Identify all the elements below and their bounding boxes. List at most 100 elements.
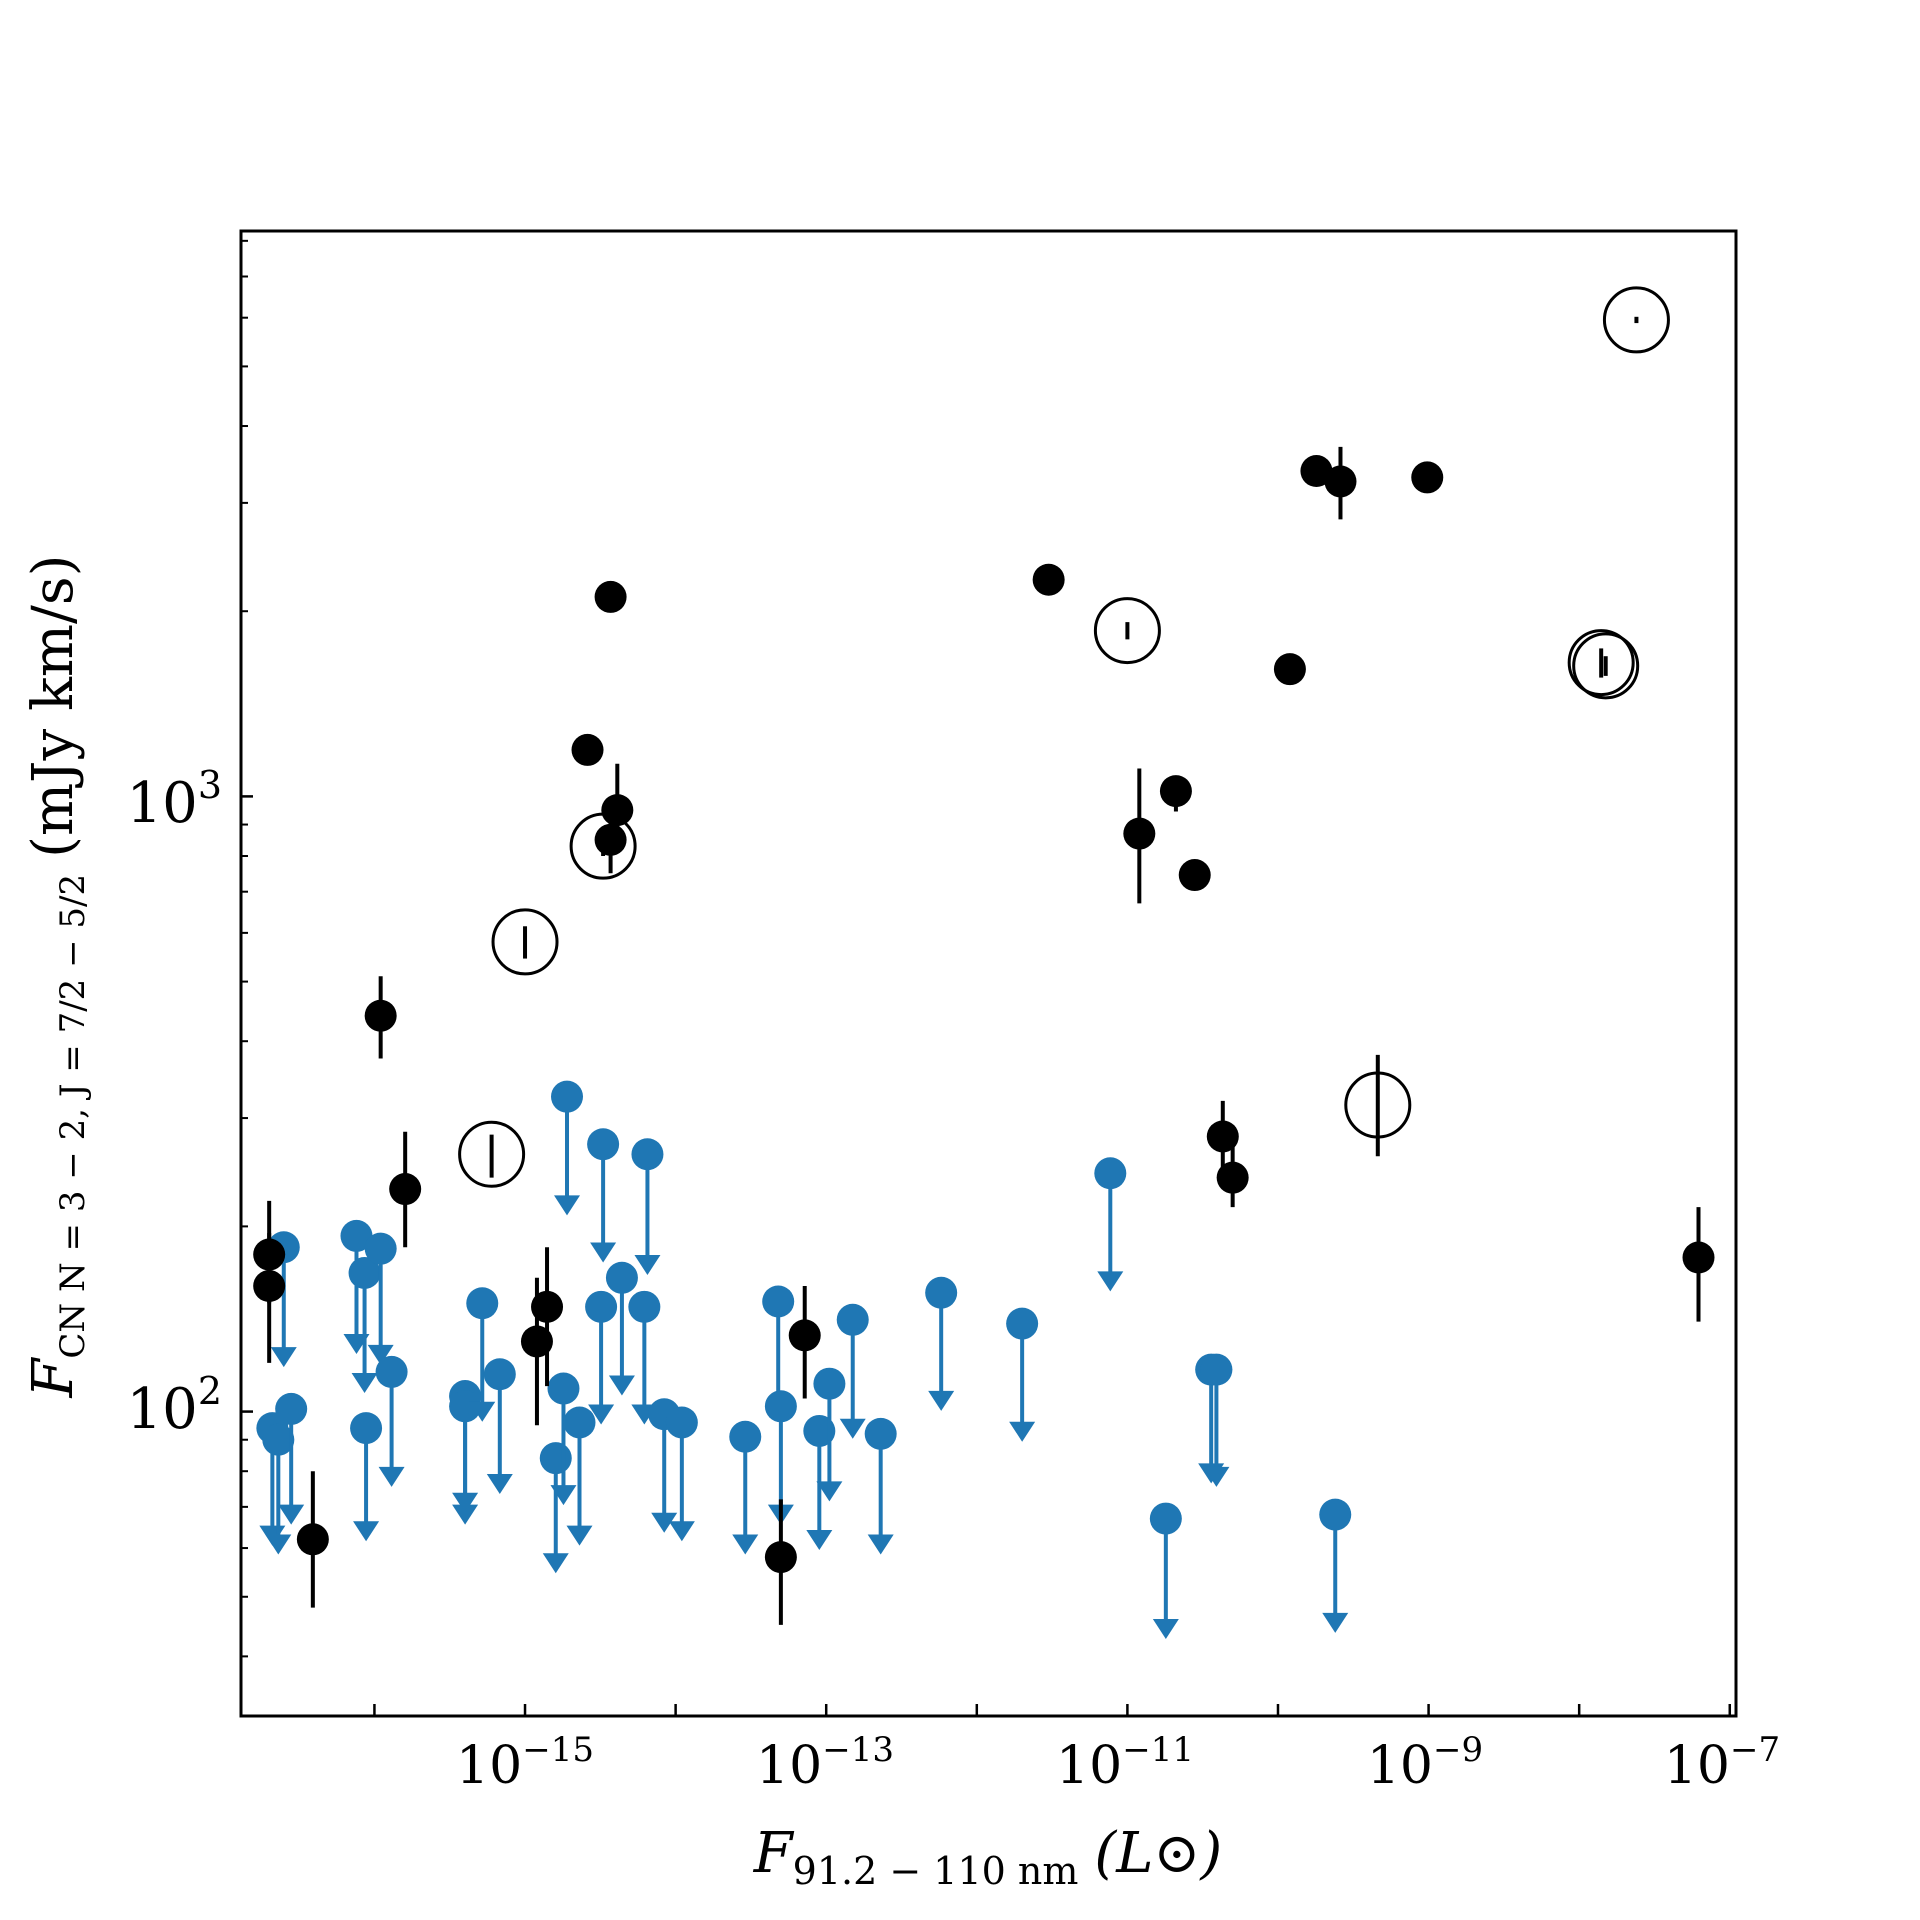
upper-limit-arrowhead	[1097, 1271, 1124, 1292]
upper-limit-arrowhead	[928, 1390, 955, 1411]
detection-marker	[520, 1325, 553, 1358]
detection-marker	[571, 733, 604, 766]
open-circle-point	[458, 1120, 526, 1188]
upper-limit-arrowhead	[1203, 1466, 1230, 1487]
upper-limit-point	[665, 1406, 698, 1542]
open-circle-point	[1344, 1054, 1412, 1157]
y-tick-label-base: 10	[127, 771, 198, 836]
upper-limit-marker	[551, 1080, 584, 1113]
upper-limit-arrowhead	[378, 1466, 405, 1487]
open-circle-marker	[1093, 597, 1161, 665]
upper-limit-point	[375, 1355, 408, 1487]
detection-marker	[594, 580, 627, 613]
detection-marker	[1300, 455, 1333, 488]
x-tick-label-base: 10	[456, 1736, 522, 1796]
open-circle-marker	[1344, 1071, 1412, 1139]
upper-limit-arrowhead	[806, 1530, 833, 1551]
upper-limit-arrowhead	[816, 1481, 843, 1502]
upper-limit-arrowhead	[452, 1492, 479, 1513]
upper-limit-arrowhead	[867, 1534, 894, 1555]
detection-point	[1324, 446, 1357, 520]
x-tick-label-base: 10	[1056, 1736, 1122, 1796]
open-circle-marker	[1572, 632, 1640, 700]
upper-limit-arrowhead	[270, 1347, 297, 1368]
detection-point	[389, 1131, 422, 1248]
x-tick-label: 10−11	[1056, 1730, 1194, 1796]
upper-limit-marker	[1094, 1157, 1127, 1190]
upper-limit-point	[364, 1232, 397, 1365]
y-tick-labels: 102 103	[127, 763, 222, 1442]
detection-point	[1123, 768, 1156, 904]
upper-limit-marker	[587, 1128, 620, 1161]
x-tick-label-exponent: −13	[822, 1730, 894, 1770]
detection-point	[1159, 775, 1192, 812]
upper-limit-point	[1200, 1353, 1233, 1487]
detection-point	[1682, 1207, 1715, 1322]
open-circle-marker	[1602, 286, 1670, 354]
upper-limit-point	[631, 1138, 664, 1275]
upper-limit-point	[547, 1372, 580, 1506]
detection-marker	[788, 1319, 821, 1352]
upper-limit-marker	[1319, 1498, 1352, 1531]
upper-limit-arrowhead	[469, 1401, 496, 1422]
upper-limit-point	[551, 1080, 584, 1216]
upper-limit-marker	[449, 1390, 482, 1423]
detection-point	[1300, 455, 1333, 488]
x-tick-label-exponent: −15	[522, 1730, 594, 1770]
detection-point	[1178, 859, 1211, 892]
detection-marker	[531, 1290, 564, 1323]
y-axis-label-unit: (mJy km/s)	[21, 555, 86, 858]
y-axis-label: FCN N = 3 − 2, J = 7/2 − 5/2 (mJy km/s)	[21, 555, 93, 1399]
open-circle-point	[1602, 286, 1670, 354]
upper-limit-marker	[585, 1290, 618, 1323]
detection-point	[1206, 1100, 1239, 1173]
detection-marker	[1682, 1241, 1715, 1274]
y-tick-label-base: 10	[127, 1377, 198, 1442]
upper-limit-marker	[563, 1406, 596, 1439]
upper-limit-marker	[275, 1392, 308, 1425]
x-tick-label: 10−13	[756, 1730, 894, 1796]
detection-point	[364, 976, 397, 1059]
upper-limit-point	[585, 1290, 618, 1425]
upper-limit-point	[466, 1287, 499, 1422]
upper-limit-point	[449, 1390, 482, 1513]
x-axis-label-main: F	[753, 1821, 795, 1886]
open-circle-marker	[491, 908, 559, 976]
upper-limit-marker	[375, 1355, 408, 1388]
upper-limit-point	[348, 1256, 381, 1394]
upper-limit-arrowhead	[668, 1521, 695, 1542]
upper-limit-point	[1149, 1502, 1182, 1640]
detection-marker	[1411, 461, 1444, 494]
upper-limit-marker	[547, 1372, 580, 1405]
upper-limit-arrowhead	[839, 1418, 866, 1439]
open-circle-marker	[1567, 629, 1635, 697]
x-tick-label: 10−9	[1367, 1730, 1483, 1796]
detection-point	[1032, 563, 1065, 596]
x-tick-label-base: 10	[1367, 1736, 1433, 1796]
upper-limit-marker	[864, 1417, 897, 1450]
data-layer	[253, 286, 1715, 1640]
upper-limit-point	[1006, 1307, 1039, 1442]
minor-ticks	[241, 239, 248, 1658]
detection-marker	[764, 1541, 797, 1574]
x-tick-label-exponent: −11	[1122, 1730, 1194, 1770]
detection-point	[1216, 1146, 1249, 1208]
upper-limit-marker	[762, 1285, 795, 1318]
detection-point	[601, 763, 634, 847]
series-upper-limits	[256, 1080, 1352, 1640]
upper-limit-marker	[764, 1390, 797, 1423]
upper-limit-marker	[803, 1414, 836, 1447]
upper-limit-arrowhead	[732, 1534, 759, 1555]
upper-limit-arrowhead	[590, 1242, 617, 1263]
upper-limit-marker	[1006, 1307, 1039, 1340]
detection-point	[1411, 461, 1444, 494]
x-tick-label-base: 10	[1664, 1736, 1730, 1796]
x-tick-label: 10−7	[1664, 1730, 1780, 1796]
upper-limit-arrowhead	[278, 1504, 305, 1525]
x-tick-label-base: 10	[756, 1736, 822, 1796]
y-tick-label: 102	[127, 1369, 222, 1442]
upper-limit-marker	[605, 1261, 638, 1294]
upper-limit-point	[1319, 1498, 1352, 1633]
detection-marker	[594, 823, 627, 856]
x-axis-label: F91.2 − 110 nm (L⊙)	[753, 1821, 1222, 1893]
